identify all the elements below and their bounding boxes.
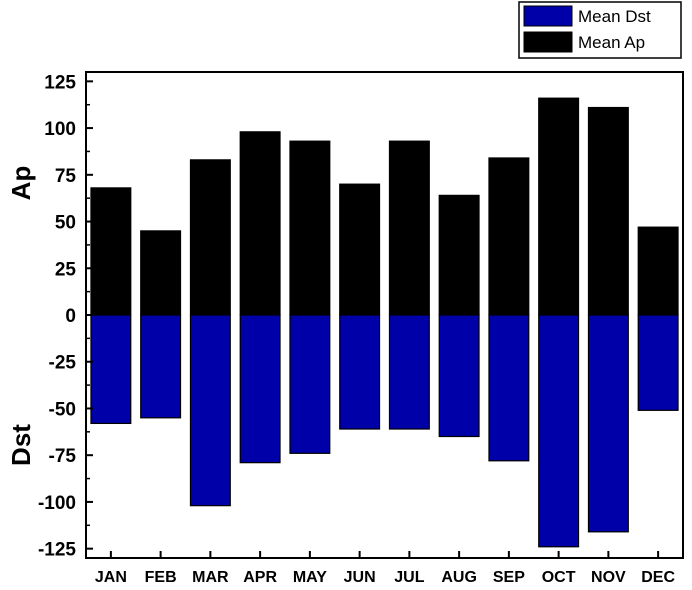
bar-mean-ap-apr bbox=[239, 131, 281, 316]
y-tick-label: -75 bbox=[49, 446, 77, 467]
y-tick-label: 125 bbox=[44, 72, 76, 93]
y-axis-title-ap: Ap bbox=[6, 166, 36, 201]
axes-group: 125 100 75 50 25 0 -25 -50 -75 -100 -125 JAN FEB MAR A… bbox=[38, 71, 684, 586]
bar-mean-dst-apr bbox=[239, 314, 281, 464]
legend-label-mean-dst: Mean Dst bbox=[578, 7, 651, 26]
x-tick-label-may: MAY bbox=[293, 569, 327, 586]
x-tick-label-jul: JUL bbox=[394, 569, 424, 586]
bar-mean-dst-may bbox=[289, 314, 331, 454]
x-tick-label-jun: JUN bbox=[344, 569, 376, 586]
legend-swatch-mean-ap bbox=[523, 31, 573, 53]
bar-mean-ap-jan bbox=[90, 187, 132, 316]
x-tick-label-aug: AUG bbox=[441, 569, 477, 586]
y-tick-label: 0 bbox=[65, 306, 76, 327]
bar-mean-ap-nov bbox=[587, 106, 629, 316]
bar-mean-ap-mar bbox=[189, 159, 231, 316]
y-tick-label: 75 bbox=[55, 166, 77, 187]
legend-swatch-mean-dst bbox=[523, 5, 573, 27]
bar-mean-ap-sep bbox=[488, 157, 530, 316]
bar-mean-dst-mar bbox=[189, 314, 231, 507]
y-tick-label: -100 bbox=[38, 493, 76, 514]
bar-mean-ap-jun bbox=[339, 183, 381, 316]
y-tick-label: 50 bbox=[55, 213, 76, 234]
legend-label-mean-ap: Mean Ap bbox=[578, 33, 645, 52]
bar-mean-dst-oct bbox=[538, 314, 580, 548]
y-tick-label: -125 bbox=[38, 540, 76, 561]
x-tick-label-oct: OCT bbox=[542, 569, 576, 586]
legend: Mean Dst Mean Ap bbox=[518, 1, 682, 59]
x-tick-label-sep: SEP bbox=[493, 569, 525, 586]
bar-mean-dst-jan bbox=[90, 314, 132, 425]
bar-mean-ap-aug bbox=[438, 194, 480, 316]
bar-mean-ap-jul bbox=[388, 140, 430, 316]
bar-mean-dst-feb bbox=[140, 314, 182, 419]
bar-mean-ap-oct bbox=[538, 97, 580, 316]
bar-mean-dst-aug bbox=[438, 314, 480, 438]
x-tick-label-dec: DEC bbox=[641, 569, 675, 586]
bar-mean-dst-jun bbox=[339, 314, 381, 430]
bar-mean-ap-may bbox=[289, 140, 331, 316]
bar-mean-dst-dec bbox=[637, 314, 679, 411]
bar-mean-dst-sep bbox=[488, 314, 530, 462]
y-tick-label: 100 bbox=[44, 119, 76, 140]
y-tick-label: 25 bbox=[55, 259, 77, 280]
x-tick-label-jan: JAN bbox=[95, 569, 127, 586]
bar-mean-ap-feb bbox=[140, 230, 182, 316]
x-tick-label-nov: NOV bbox=[591, 569, 626, 586]
bar-mean-dst-nov bbox=[587, 314, 629, 533]
bars-group bbox=[90, 97, 679, 548]
x-tick-label-feb: FEB bbox=[145, 569, 177, 586]
bar-mean-ap-dec bbox=[637, 226, 679, 316]
x-tick-label-apr: APR bbox=[243, 569, 277, 586]
y-tick-label: -50 bbox=[49, 399, 76, 420]
y-axis-title-dst: Dst bbox=[6, 424, 36, 466]
y-tick-label: -25 bbox=[49, 353, 77, 374]
bar-mean-dst-jul bbox=[388, 314, 430, 430]
x-tick-label-mar: MAR bbox=[192, 569, 229, 586]
